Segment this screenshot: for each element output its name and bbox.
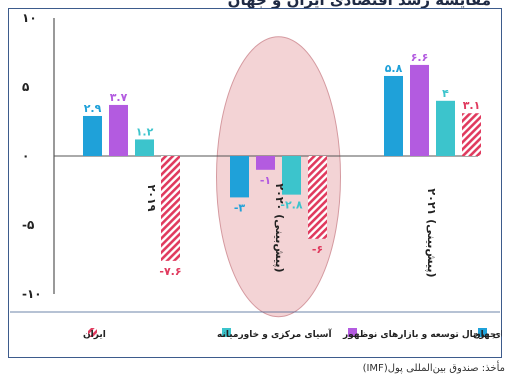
y-tick-label: -۱۰ [22,287,42,301]
bar [436,100,455,156]
highlight-ellipse [216,36,341,318]
data-label: ۶.۶ [411,51,429,64]
legend-label: ایران [83,330,106,340]
data-label: ۴ [442,87,449,100]
category-label: ۲۰۱۹ [145,185,158,212]
bar [384,75,403,156]
bar [282,156,301,195]
bar [83,115,102,156]
legend-label: جهان [473,330,497,340]
category-label: ۲۰۲۰ (پیش‌بینی) [273,183,286,272]
data-label: ۱.۲ [136,125,154,138]
y-tick-label: ۱۰ [22,11,37,25]
y-tick-label: ۵ [22,80,29,94]
legend-swatch [478,328,487,337]
bar [230,156,249,198]
data-label: ۵.۸ [385,62,403,75]
bar [161,156,180,261]
chart-title-fragment: مقایسه رشد اقتصادی ایران و جهان [227,0,491,9]
data-label: ۳.۷ [110,91,128,104]
y-tick-label: ۰ [22,149,29,163]
data-label: -۶ [312,243,323,256]
data-label: -۱ [260,174,271,187]
bar [109,104,128,156]
data-label: -۲.۸ [280,199,302,212]
legend-swatch [88,328,97,337]
category-label: ۲۰۲۱ (پیش‌بینی) [425,188,438,277]
bar [410,64,429,156]
legend-swatch [222,328,231,337]
bar [308,156,327,239]
legend-swatch [348,328,357,337]
source-note: مأخذ: صندوق بین‌المللی پول(IMF) [362,363,505,374]
bar-chart: -۱۰ -۵ ۰ ۵ ۱۰ ۲.۹ -۳ ۵.۸ ۳.۷ -۱ ۶.۶ ۱.۲ -۲.۸ ۴ -۷.۶ -۶… [10,11,502,340]
legend-label: آسیای مرکزی و خاورمیانه [217,328,333,340]
y-tick-label: -۵ [22,218,34,232]
bar [256,156,275,170]
bar [135,139,154,156]
data-label: ۲.۹ [84,102,102,115]
data-label: -۳ [234,201,246,214]
bar [462,113,481,156]
data-label: ۳.۱ [463,99,481,112]
legend-label: اقتصادهای درحال توسعه و بازارهای نوظهور [342,330,502,340]
data-label: -۷.۶ [159,265,181,278]
